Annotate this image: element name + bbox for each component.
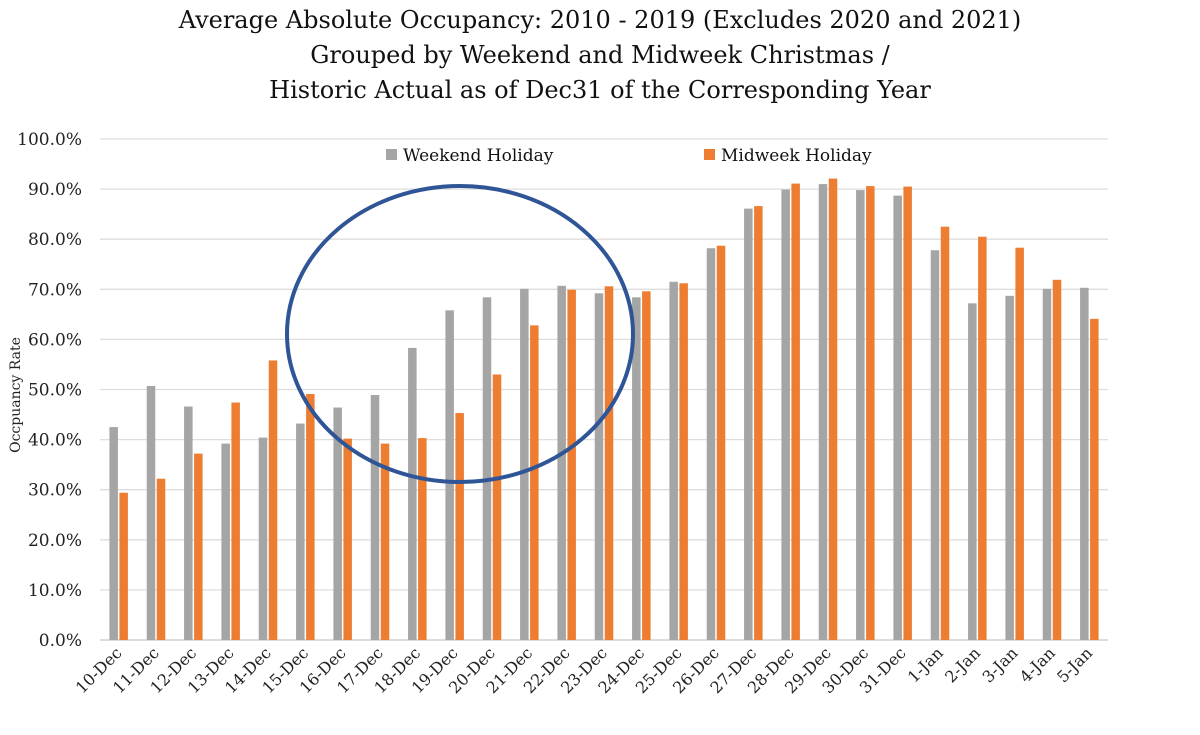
bar-midweek-26-Dec bbox=[716, 245, 726, 640]
bar-weekend-21-Dec bbox=[520, 288, 529, 640]
chart-title-line-2: Grouped by Weekend and Midweek Christmas… bbox=[310, 41, 890, 69]
bar-midweek-2-Jan bbox=[978, 236, 987, 640]
y-tick-label: 60.0% bbox=[28, 330, 82, 350]
y-tick-label: 90.0% bbox=[28, 180, 82, 200]
bar-midweek-4-Jan bbox=[1052, 279, 1062, 640]
bar-weekend-5-Jan bbox=[1080, 287, 1089, 640]
bar-weekend-30-Dec bbox=[856, 190, 865, 641]
chart-title-line-1: Average Absolute Occupancy: 2010 - 2019 … bbox=[178, 6, 1022, 34]
legend-swatch-weekend bbox=[386, 149, 397, 160]
chart-title-line-3: Historic Actual as of Dec31 of the Corre… bbox=[269, 76, 931, 104]
bar-midweek-19-Dec bbox=[455, 413, 464, 640]
y-tick-label: 0.0% bbox=[39, 631, 82, 651]
bar-midweek-1-Jan bbox=[940, 226, 950, 641]
bar-weekend-12-Dec bbox=[184, 406, 193, 640]
bar-weekend-28-Dec bbox=[781, 189, 790, 640]
bar-weekend-10-Dec bbox=[109, 427, 118, 640]
bar-weekend-22-Dec bbox=[557, 285, 566, 640]
bar-weekend-29-Dec bbox=[818, 184, 828, 640]
y-tick-label: 20.0% bbox=[28, 531, 82, 551]
bar-weekend-11-Dec bbox=[146, 385, 156, 640]
bar-midweek-13-Dec bbox=[231, 402, 240, 640]
x-tick-label: 5-Jan bbox=[1053, 643, 1096, 686]
bar-weekend-15-Dec bbox=[296, 423, 305, 640]
y-tick-label: 50.0% bbox=[28, 381, 82, 401]
bar-weekend-3-Jan bbox=[1005, 295, 1014, 640]
bar-weekend-18-Dec bbox=[408, 347, 417, 640]
legend-label-weekend: Weekend Holiday bbox=[403, 146, 554, 166]
bar-midweek-10-Dec bbox=[119, 492, 128, 640]
x-tick-label: 1-Jan bbox=[904, 643, 947, 686]
bar-midweek-12-Dec bbox=[194, 453, 203, 640]
bar-weekend-17-Dec bbox=[370, 395, 380, 640]
bar-weekend-20-Dec bbox=[482, 297, 492, 640]
bar-midweek-16-Dec bbox=[343, 438, 352, 640]
bar-midweek-27-Dec bbox=[754, 206, 763, 640]
bar-midweek-5-Jan bbox=[1090, 318, 1099, 640]
x-tick-label: 4-Jan bbox=[1016, 643, 1059, 686]
bar-midweek-25-Dec bbox=[679, 283, 688, 640]
bar-weekend-23-Dec bbox=[594, 293, 604, 640]
x-tick-label: 3-Jan bbox=[978, 643, 1021, 686]
bar-midweek-18-Dec bbox=[418, 438, 427, 640]
y-tick-label: 80.0% bbox=[28, 230, 82, 250]
bar-weekend-1-Jan bbox=[930, 250, 940, 641]
y-tick-label: 100.0% bbox=[17, 130, 82, 150]
bar-midweek-17-Dec bbox=[380, 443, 390, 640]
bar-weekend-14-Dec bbox=[258, 437, 268, 640]
bar-weekend-2-Jan bbox=[968, 303, 977, 640]
bar-midweek-29-Dec bbox=[828, 178, 838, 641]
bar-midweek-31-Dec bbox=[903, 186, 912, 640]
highlight-ellipse bbox=[285, 184, 635, 484]
bar-midweek-30-Dec bbox=[866, 186, 875, 640]
bar-midweek-24-Dec bbox=[642, 291, 651, 640]
bar-weekend-26-Dec bbox=[706, 248, 716, 640]
bar-weekend-13-Dec bbox=[221, 443, 230, 640]
legend-swatch-midweek bbox=[704, 149, 715, 160]
bar-weekend-4-Jan bbox=[1042, 288, 1052, 640]
bar-midweek-14-Dec bbox=[268, 360, 278, 640]
bar-weekend-24-Dec bbox=[632, 297, 641, 640]
bar-midweek-15-Dec bbox=[306, 394, 315, 640]
y-axis-label: Occpuancy Rate bbox=[8, 337, 24, 453]
bar-weekend-31-Dec bbox=[893, 195, 902, 640]
x-tick-label: 2-Jan bbox=[941, 643, 984, 686]
bar-midweek-23-Dec bbox=[604, 286, 614, 640]
bar-midweek-28-Dec bbox=[791, 183, 800, 641]
bar-midweek-21-Dec bbox=[530, 325, 539, 640]
bar-weekend-27-Dec bbox=[744, 208, 753, 640]
y-tick-label: 40.0% bbox=[28, 431, 82, 451]
y-tick-label: 30.0% bbox=[28, 481, 82, 501]
legend: Weekend Holiday Midweek Holiday bbox=[386, 146, 872, 166]
y-tick-label: 70.0% bbox=[28, 280, 82, 300]
bar-midweek-20-Dec bbox=[492, 374, 502, 640]
bar-weekend-16-Dec bbox=[333, 407, 342, 640]
y-tick-label: 10.0% bbox=[28, 581, 82, 601]
bar-midweek-11-Dec bbox=[156, 478, 166, 640]
bar-weekend-25-Dec bbox=[669, 281, 678, 640]
legend-label-midweek: Midweek Holiday bbox=[721, 146, 872, 166]
bar-weekend-19-Dec bbox=[445, 310, 454, 640]
bar-midweek-22-Dec bbox=[567, 289, 576, 640]
bar-midweek-3-Jan bbox=[1015, 247, 1024, 641]
